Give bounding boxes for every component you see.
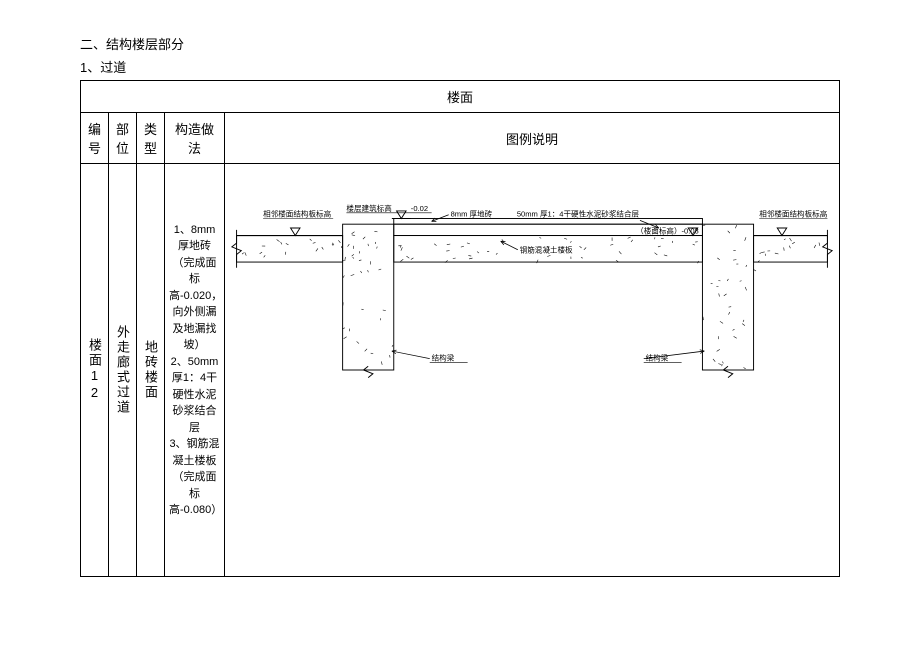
cell-id: 楼面12 bbox=[81, 164, 109, 577]
cell-method: 1、8mm厚地砖（完成面标高-0.020，向外侧漏及地漏找坡） 2、50mm厚1… bbox=[165, 164, 225, 577]
svg-text:相邻楼面结构板标高: 相邻楼面结构板标高 bbox=[263, 209, 331, 219]
th-position: 部位 bbox=[109, 113, 137, 164]
svg-text:钢筋混凝土楼板: 钢筋混凝土楼板 bbox=[520, 245, 573, 255]
cell-diagram: 相邻楼面结构板标高 相邻楼面结构板标高 楼层建筑标高 -0.02 8mm 厚地砖 50mm… bbox=[225, 164, 840, 577]
svg-text:-0.02: -0.02 bbox=[411, 204, 428, 213]
svg-text:结构梁: 结构梁 bbox=[646, 353, 669, 363]
th-method: 构造做法 bbox=[165, 113, 225, 164]
svg-text:楼层建筑标高: 楼层建筑标高 bbox=[346, 203, 392, 213]
section-heading: 二、结构楼层部分 bbox=[80, 34, 840, 53]
section-diagram: 相邻楼面结构板标高 相邻楼面结构板标高 楼层建筑标高 -0.02 8mm 厚地砖 50mm… bbox=[229, 170, 835, 570]
cell-position: 外走廊式过道 bbox=[109, 164, 137, 577]
th-id: 编号 bbox=[81, 113, 109, 164]
table-top-title: 楼面 bbox=[81, 81, 840, 113]
th-type: 类型 bbox=[137, 113, 165, 164]
floor-table: 楼面 编号 部位 类型 构造做法 图例说明 楼面12 外走廊式过道 地砖楼面 1… bbox=[80, 80, 840, 577]
cell-type: 地砖楼面 bbox=[137, 164, 165, 577]
svg-text:结构梁: 结构梁 bbox=[432, 353, 455, 363]
subsection-heading: 1、过道 bbox=[80, 57, 840, 76]
svg-text:8mm 厚地砖: 8mm 厚地砖 bbox=[451, 209, 493, 219]
svg-text:50mm 厚1：4干硬性水泥砂浆结合层: 50mm 厚1：4干硬性水泥砂浆结合层 bbox=[517, 209, 640, 219]
th-diagram: 图例说明 bbox=[225, 113, 840, 164]
svg-text:相邻楼面结构板标高: 相邻楼面结构板标高 bbox=[759, 209, 827, 219]
